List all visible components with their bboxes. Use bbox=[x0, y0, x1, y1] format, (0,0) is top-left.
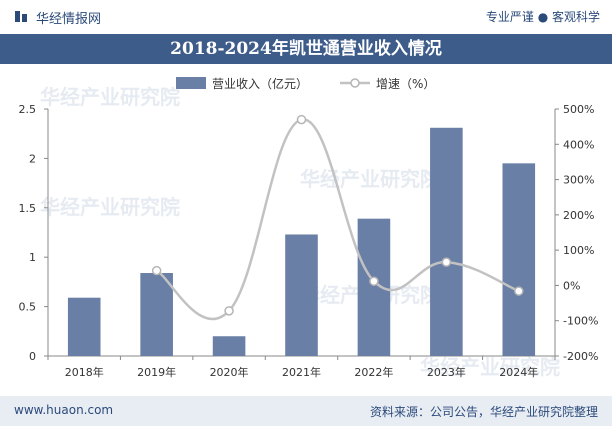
revenue-bar bbox=[430, 127, 463, 356]
bar-series bbox=[67, 127, 536, 356]
y-left-tick-label: 0.5 bbox=[19, 301, 37, 314]
x-tick-label: 2024年 bbox=[499, 365, 538, 379]
watermark-text: 华经产业研究院 bbox=[420, 355, 560, 379]
y-right-tick-label: 300% bbox=[563, 174, 594, 187]
chart: 华经产业研究院华经产业研究院华经产业研究院华经产业研究院华经产业研究院 00.5… bbox=[19, 76, 599, 379]
y-left-tick-label: 0 bbox=[29, 350, 36, 363]
footer-url[interactable]: www.huaon.com bbox=[14, 403, 114, 417]
y-right-tick-label: 200% bbox=[563, 209, 594, 222]
logo-icon bbox=[15, 11, 27, 22]
revenue-bar bbox=[357, 218, 391, 356]
growth-point bbox=[151, 265, 162, 276]
x-tick-label: 2021年 bbox=[282, 365, 321, 379]
x-tick-label: 2018年 bbox=[65, 365, 104, 379]
y-right-tick-label: -100% bbox=[563, 315, 598, 328]
title-bar bbox=[0, 34, 612, 64]
chart-title: 2018-2024年凯世通营业收入情况 bbox=[170, 39, 442, 59]
site-name: 华经情报网 bbox=[36, 12, 102, 27]
y-right-tick-label: -200% bbox=[563, 350, 598, 363]
y-right-tick-label: 500% bbox=[563, 103, 594, 116]
growth-point bbox=[224, 306, 234, 316]
growth-point bbox=[369, 276, 379, 286]
revenue-bar bbox=[140, 273, 173, 356]
footer-source: 资料来源：公司公告，华经产业研究院整理 bbox=[369, 405, 598, 419]
line-series bbox=[151, 114, 524, 321]
revenue-bar bbox=[212, 336, 246, 356]
watermark-text: 华经产业研究院 bbox=[40, 85, 180, 109]
legend-bar-swatch bbox=[176, 77, 206, 89]
x-tick-label: 2023年 bbox=[427, 365, 466, 379]
x-tick-label: 2022年 bbox=[354, 365, 393, 379]
legend: 营业收入（亿元） 增速（%） bbox=[176, 76, 435, 91]
y-right-tick-label: 0% bbox=[563, 279, 580, 292]
watermark-text: 华经产业研究院 bbox=[300, 167, 440, 191]
legend-line-marker bbox=[350, 78, 360, 88]
y-right-tick-label: 400% bbox=[563, 138, 594, 151]
growth-point bbox=[441, 257, 452, 267]
legend-line-label: 增速（%） bbox=[376, 77, 435, 91]
y-left-tick-label: 2 bbox=[29, 152, 36, 165]
revenue-bar bbox=[67, 297, 101, 356]
slogan: 专业严谨 ● 客观科学 bbox=[485, 10, 600, 24]
x-tick-label: 2020年 bbox=[210, 365, 249, 379]
growth-point bbox=[296, 114, 307, 125]
revenue-bar bbox=[502, 163, 536, 356]
legend-bar-label: 营业收入（亿元） bbox=[212, 76, 308, 91]
y-left-tick-label: 1.5 bbox=[19, 202, 37, 215]
growth-point bbox=[514, 286, 524, 296]
footer-bar bbox=[0, 396, 612, 426]
axes: 0 0.5 1 1.5 2 2.5 -200% -100% 0% 100% 200% 300% 400%… bbox=[19, 103, 599, 379]
x-tick-label: 2019年 bbox=[137, 365, 176, 379]
watermark-text: 华经产业研究院 bbox=[40, 195, 180, 219]
y-left-tick-label: 2.5 bbox=[19, 103, 37, 116]
revenue-bar bbox=[285, 234, 318, 356]
top-bar: 华经情报网 专业严谨 ● 客观科学 bbox=[0, 0, 612, 32]
y-right-tick-label: 100% bbox=[563, 244, 594, 257]
y-left-tick-label: 1 bbox=[29, 251, 36, 264]
